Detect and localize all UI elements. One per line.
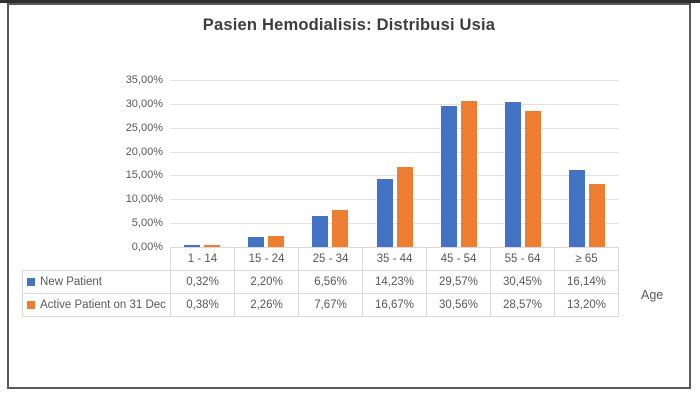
series-name-new-patient: New Patient — [22, 270, 171, 294]
value-new-patient-25-34: 6,56% — [298, 270, 363, 294]
value-new-patient-65: 16,14% — [554, 270, 619, 294]
value-new-patient-15-24: 2,20% — [234, 270, 299, 294]
plot-area — [170, 80, 619, 247]
bar-new-patient-55-64 — [504, 101, 521, 247]
value-active-patient-on-31-dec-45-54: 30,56% — [426, 293, 491, 317]
chart-title: Pasien Hemodialisis: Distribusi Usia — [202, 16, 496, 34]
top-border-line — [0, 0, 700, 3]
y-tick-label: 10,00% — [125, 193, 163, 206]
data-table-body: 1 - 14 15 - 24 25 - 34 35 - 44 45 - 54 55 - 6… — [22, 247, 619, 317]
category-label-25-34: 25 - 34 — [298, 247, 363, 271]
value-active-patient-on-31-dec-65: 13,20% — [554, 293, 619, 317]
category-row: 1 - 14 15 - 24 25 - 34 35 - 44 45 - 54 55 - 6… — [23, 247, 619, 271]
table-corner — [23, 248, 171, 271]
y-tick-label: 20,00% — [125, 145, 163, 158]
category-label-15-24: 15 - 24 — [234, 247, 299, 271]
chart-frame: Pasien Hemodialisis: Distribusi Usia 0,0… — [7, 3, 691, 389]
value-active-patient-on-31-dec-1-14: 0,38% — [170, 293, 235, 317]
x-axis-title: Age — [641, 288, 664, 302]
value-active-patient-on-31-dec-15-24: 2,26% — [234, 293, 299, 317]
gridline-25 — [170, 127, 619, 129]
bar-active-patient-on-31-dec-1-14 — [204, 245, 221, 247]
bar-active-patient-on-31-dec-55-64 — [524, 110, 541, 247]
bar-active-patient-on-31-dec-15-24 — [268, 236, 285, 247]
bar-active-patient-on-31-dec-45-54 — [460, 101, 477, 247]
y-tick-label: 30,00% — [125, 97, 163, 110]
bar-new-patient-35-44 — [376, 179, 393, 247]
bar-active-patient-on-31-dec-35-44 — [396, 167, 413, 247]
bar-new-patient-15-24 — [248, 236, 265, 247]
bar-active-patient-on-31-dec-65 — [588, 184, 605, 247]
y-tick-label: 0,00% — [131, 241, 163, 253]
legend-key-icon — [27, 301, 35, 309]
bar-new-patient-1-14 — [184, 245, 201, 247]
y-tick-label: 35,00% — [125, 74, 163, 86]
value-active-patient-on-31-dec-55-64: 28,57% — [490, 293, 555, 317]
category-label-35-44: 35 - 44 — [362, 247, 427, 271]
bar-active-patient-on-31-dec-25-34 — [332, 210, 349, 247]
value-active-patient-on-31-dec-25-34: 7,67% — [298, 293, 363, 317]
category-label-45-54: 45 - 54 — [426, 247, 491, 271]
value-new-patient-55-64: 30,45% — [490, 270, 555, 294]
value-new-patient-35-44: 14,23% — [362, 270, 427, 294]
bar-new-patient-25-34 — [312, 215, 329, 247]
series-row-new-patient: New Patient 0,32% 2,20% 6,56% 14,23% 29,57% 30… — [22, 270, 619, 294]
gridline-10 — [170, 199, 619, 201]
value-active-patient-on-31-dec-35-44: 16,67% — [362, 293, 427, 317]
bar-new-patient-45-54 — [440, 105, 457, 247]
gridline-35 — [170, 80, 619, 81]
gridline-20 — [170, 151, 619, 153]
gridline-5 — [170, 223, 619, 225]
bar-new-patient-65 — [568, 170, 585, 247]
value-new-patient-1-14: 0,32% — [170, 270, 235, 294]
series-row-active-patient-on-31-dec: Active Patient on 31 Dec 0,38% 2,26% 7,67% 1… — [22, 293, 619, 317]
value-new-patient-45-54: 29,57% — [426, 270, 491, 294]
category-label-55-64: 55 - 64 — [490, 247, 555, 271]
category-label-1-14: 1 - 14 — [170, 247, 235, 271]
y-tick-label: 25,00% — [125, 121, 163, 134]
y-tick-label: 15,00% — [125, 169, 163, 182]
legend-key-icon — [27, 278, 35, 286]
series-name-active-patient-on-31-dec: Active Patient on 31 Dec — [22, 293, 171, 317]
data-table: 1 - 14 15 - 24 25 - 34 35 - 44 45 - 54 55 - 6… — [22, 247, 619, 317]
y-tick-label: 5,00% — [131, 217, 163, 230]
category-label-65: ≥ 65 — [554, 247, 619, 271]
y-axis: 0,00% 5,00% 10,00% 15,00% 20,00% 25,00% 30,00%… — [99, 74, 163, 253]
gridline-15 — [170, 175, 619, 177]
gridline-30 — [170, 103, 619, 105]
